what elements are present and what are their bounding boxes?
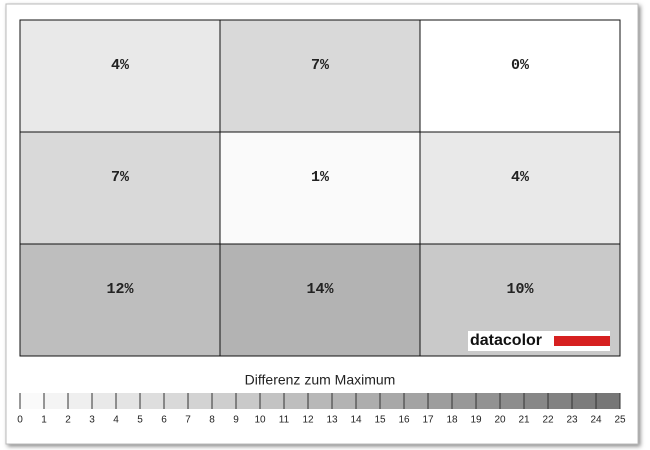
cell-label: 7% xyxy=(111,169,130,186)
tick-label: 20 xyxy=(494,415,506,426)
cell-label: 4% xyxy=(511,169,530,186)
colorbar-swatch xyxy=(116,393,140,409)
tick-label: 24 xyxy=(590,415,602,426)
tick-label: 14 xyxy=(350,415,362,426)
tick-label: 10 xyxy=(254,415,266,426)
cell xyxy=(219,131,421,245)
cell xyxy=(219,243,421,357)
colorbar-swatch xyxy=(500,393,524,409)
cell xyxy=(19,19,221,133)
colorbar-swatch xyxy=(188,393,212,409)
colorbar-swatch xyxy=(524,393,548,409)
tick-label: 7 xyxy=(185,415,191,426)
logo-bar xyxy=(554,336,610,346)
colorbar-swatch xyxy=(44,393,68,409)
colorbar-swatch xyxy=(212,393,236,409)
colorbar-swatch xyxy=(428,393,452,409)
tick-label: 6 xyxy=(161,415,167,426)
colorbar-swatch xyxy=(92,393,116,409)
tick-label: 1 xyxy=(41,415,47,426)
cell xyxy=(219,19,421,133)
colorbar-swatch xyxy=(332,393,356,409)
tick-label: 17 xyxy=(422,415,434,426)
tick-label: 19 xyxy=(470,415,482,426)
cell-label: 10% xyxy=(506,281,534,298)
tick-label: 22 xyxy=(542,415,554,426)
colorbar-swatch xyxy=(308,393,332,409)
colorbar-swatch xyxy=(284,393,308,409)
colorbar-swatch xyxy=(452,393,476,409)
cell xyxy=(419,19,621,133)
cell xyxy=(19,131,221,245)
logo: datacolor xyxy=(470,332,542,349)
cell-label: 0% xyxy=(511,57,530,74)
colorbar-swatch xyxy=(140,393,164,409)
tick-label: 8 xyxy=(209,415,215,426)
colorbar-swatch xyxy=(68,393,92,409)
tick-label: 12 xyxy=(302,415,314,426)
colorbar-swatch xyxy=(236,393,260,409)
cell-label: 7% xyxy=(311,57,330,74)
cell xyxy=(419,131,621,245)
colorbar-swatch xyxy=(356,393,380,409)
tick-label: 4 xyxy=(113,415,119,426)
cell-label: 1% xyxy=(311,169,330,186)
tick-label: 2 xyxy=(65,415,71,426)
colorbar-swatch xyxy=(260,393,284,409)
tick-label: 23 xyxy=(566,415,578,426)
tick-label: 15 xyxy=(374,415,386,426)
tick-label: 18 xyxy=(446,415,458,426)
tick-label: 3 xyxy=(89,415,95,426)
cell-label: 12% xyxy=(106,281,134,298)
cell-label: 4% xyxy=(111,57,130,74)
tick-label: 0 xyxy=(17,415,23,426)
cell xyxy=(19,243,221,357)
colorbar-swatch xyxy=(548,393,572,409)
tick-label: 13 xyxy=(326,415,338,426)
colorbar-swatch xyxy=(380,393,404,409)
colorbar-swatch xyxy=(572,393,596,409)
colorbar-swatch xyxy=(20,393,44,409)
tick-label: 5 xyxy=(137,415,143,426)
colorbar-title: Differenz zum Maximum xyxy=(245,372,396,388)
tick-label: 9 xyxy=(233,415,239,426)
colorbar-swatch xyxy=(404,393,428,409)
tick-label: 16 xyxy=(398,415,410,426)
colorbar-swatch xyxy=(476,393,500,409)
tick-label: 25 xyxy=(614,415,626,426)
colorbar-swatch xyxy=(596,393,620,409)
cell-label: 14% xyxy=(306,281,334,298)
tick-label: 11 xyxy=(279,415,290,426)
colorbar-swatch xyxy=(164,393,188,409)
tick-label: 21 xyxy=(518,415,530,426)
